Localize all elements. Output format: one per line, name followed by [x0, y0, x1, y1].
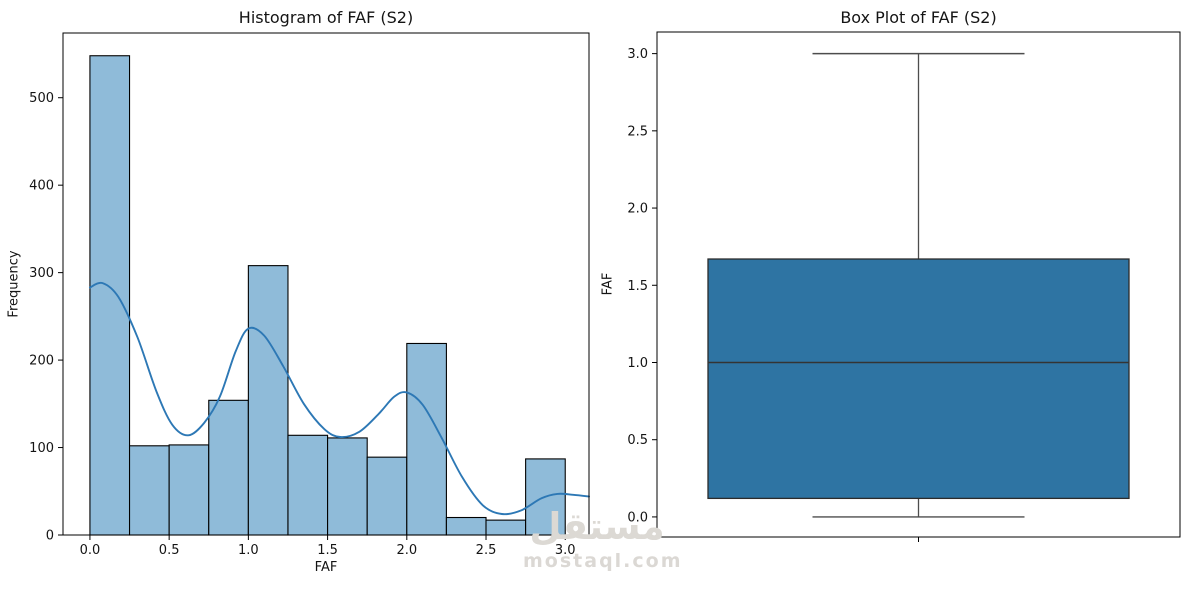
y-tick-label: 500: [29, 91, 54, 106]
histogram-bar: [485, 519, 527, 536]
histogram-bar: [445, 516, 487, 536]
histogram-bar: [128, 445, 170, 536]
y-tick-label: 1.5: [627, 279, 648, 294]
histogram-xlabel: FAF: [314, 560, 338, 575]
x-tick-label: 2.0: [396, 543, 417, 558]
x-tick-label: 3.0: [555, 543, 576, 558]
histogram-bar: [327, 437, 368, 536]
y-tick-label: 200: [29, 354, 54, 369]
y-tick-label: 0.5: [627, 433, 648, 448]
y-tick-label: 400: [29, 179, 54, 194]
kde-curve: [88, 281, 590, 516]
boxplot-ylabel: FAF: [600, 272, 616, 296]
histogram-bar: [168, 444, 210, 536]
histogram-bar: [208, 399, 249, 536]
x-tick-label: 1.5: [317, 543, 338, 558]
histogram-title: Histogram of FAF (S2): [238, 8, 414, 27]
histogram-bar: [287, 434, 329, 536]
y-tick-label: 1.0: [627, 356, 648, 371]
y-tick-label: 0: [46, 529, 54, 544]
histogram-bar: [406, 342, 447, 536]
y-tick-label: 300: [29, 266, 54, 281]
histogram-bar: [366, 456, 408, 536]
histogram-bar: [247, 265, 289, 536]
x-tick-label: 2.5: [476, 543, 497, 558]
y-tick-label: 3.0: [627, 47, 648, 62]
box-iqr: [707, 258, 1130, 500]
x-tick-label: 0.0: [80, 543, 101, 558]
y-tick-label: 0.0: [627, 510, 648, 525]
boxplot-title: Box Plot of FAF (S2): [840, 8, 997, 27]
histogram-bar: [89, 55, 131, 536]
x-tick-label: 0.5: [159, 543, 180, 558]
axes-frame: [62, 32, 590, 536]
y-tick-label: 2.0: [627, 202, 648, 217]
y-tick-label: 2.5: [627, 124, 648, 139]
y-tick-label: 100: [29, 441, 54, 456]
x-tick-label: 1.0: [238, 543, 259, 558]
histogram-ylabel: Frequency: [6, 250, 22, 318]
